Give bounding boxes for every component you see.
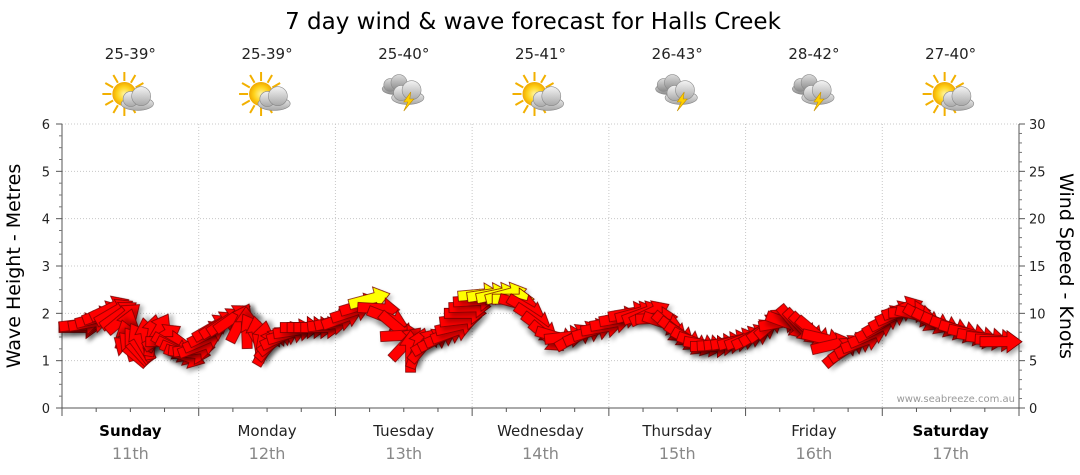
cloud-puff bbox=[131, 86, 151, 106]
y-left-tick-label: 5 bbox=[42, 165, 50, 180]
day-label: Monday bbox=[237, 422, 296, 440]
cloud-puff bbox=[811, 80, 832, 100]
sun-ray bbox=[514, 82, 524, 89]
sun-ray bbox=[104, 82, 114, 89]
temperature-label: 25-39° bbox=[105, 45, 156, 63]
y-right-tick-label: 0 bbox=[1029, 402, 1037, 417]
cloud-puff bbox=[541, 86, 562, 106]
sun-ray bbox=[104, 99, 114, 106]
y-left-tick-label: 4 bbox=[42, 213, 50, 228]
sun-ray bbox=[950, 74, 957, 84]
lightning-bolt bbox=[676, 91, 688, 112]
y-left-tick-label: 1 bbox=[42, 355, 50, 370]
day-label: Thursday bbox=[641, 422, 712, 440]
temperature-label: 25-40° bbox=[378, 45, 429, 63]
cloud-puff bbox=[401, 80, 422, 100]
temperature-label: 25-41° bbox=[515, 45, 566, 63]
temperature-label: 28-42° bbox=[788, 45, 839, 63]
partly-cloudy-sun-icon bbox=[922, 72, 975, 116]
lightning-bolt bbox=[813, 91, 825, 112]
chart-title: 7 day wind & wave forecast for Halls Cre… bbox=[285, 9, 782, 35]
partly-cloudy-sun-icon bbox=[239, 72, 291, 116]
cloud-shape bbox=[531, 86, 564, 111]
partly-cloudy-sun-icon bbox=[512, 72, 564, 116]
temperature-label: 27-40° bbox=[925, 45, 976, 63]
cloud-shape bbox=[120, 86, 154, 111]
date-label: 12th bbox=[249, 444, 286, 463]
thunderstorm-icon bbox=[381, 74, 425, 112]
partly-cloudy-sun-icon bbox=[102, 72, 154, 116]
cloud-puff bbox=[268, 86, 288, 106]
y-right-tick-label: 15 bbox=[1029, 260, 1046, 275]
y-right-axis-title: Wind Speed - Knots bbox=[1055, 173, 1077, 359]
sun-ray bbox=[955, 82, 965, 89]
day-label: Sunday bbox=[99, 422, 162, 440]
date-label: 13th bbox=[385, 444, 422, 463]
credit-watermark: www.seabreeze.com.au bbox=[897, 394, 1015, 405]
sun-ray bbox=[271, 82, 281, 89]
cloud-puff bbox=[675, 80, 695, 100]
y-right-tick-label: 25 bbox=[1029, 165, 1046, 180]
day-label: Tuesday bbox=[372, 422, 434, 440]
sun-ray bbox=[522, 104, 529, 114]
date-label: 14th bbox=[522, 444, 559, 463]
sun-ray bbox=[129, 74, 137, 84]
date-label: 17th bbox=[932, 444, 969, 463]
y-right-tick-label: 30 bbox=[1029, 118, 1046, 133]
y-right-tick-label: 5 bbox=[1029, 355, 1037, 370]
date-label: 15th bbox=[659, 444, 696, 463]
sun-ray bbox=[112, 74, 119, 84]
sun-ray bbox=[135, 82, 144, 89]
temperature-label: 25-39° bbox=[242, 45, 293, 63]
sun-ray bbox=[932, 74, 940, 84]
thunderstorm-icon bbox=[792, 74, 835, 112]
chart-grid bbox=[62, 123, 1019, 408]
date-label: 11th bbox=[112, 444, 149, 463]
sun-rays bbox=[512, 72, 557, 116]
sun-ray bbox=[545, 82, 555, 89]
wind-arrow bbox=[979, 329, 1023, 354]
y-left-tick-label: 2 bbox=[42, 307, 50, 322]
day-label: Friday bbox=[791, 422, 837, 440]
wind-arrows bbox=[58, 281, 1023, 373]
cloud-shape bbox=[941, 86, 975, 111]
sun-ray bbox=[522, 74, 529, 84]
sun-ray bbox=[266, 74, 273, 84]
cloud-shape bbox=[257, 86, 291, 111]
daily-summary-header: 25-39° 25-39° 25-40° 25-41° 26-43° 28-42° 27-4… bbox=[102, 45, 976, 116]
sun-ray bbox=[925, 99, 934, 106]
y-right-tick-label: 10 bbox=[1029, 307, 1046, 322]
sun-ray bbox=[241, 82, 251, 89]
cloud-puff bbox=[951, 86, 972, 106]
sun-ray bbox=[112, 104, 119, 114]
sun-ray bbox=[514, 99, 524, 106]
sun-ray bbox=[932, 104, 940, 114]
chart-axes: 0 1 2 3 4 5 6 0 5 10 15 20 25 30 Sunday 11th Monday 12th T… bbox=[42, 118, 1046, 463]
y-left-tick-label: 3 bbox=[42, 260, 50, 275]
sun-ray bbox=[249, 74, 256, 84]
y-left-tick-label: 0 bbox=[42, 402, 50, 417]
day-label: Saturday bbox=[912, 422, 989, 440]
day-label: Wednesday bbox=[497, 422, 584, 440]
sun-ray bbox=[241, 99, 251, 106]
temperature-label: 26-43° bbox=[652, 45, 703, 63]
date-label: 16th bbox=[796, 444, 833, 463]
y-right-tick-label: 20 bbox=[1029, 213, 1046, 228]
cloud-shape bbox=[664, 80, 698, 105]
y-left-tick-label: 6 bbox=[42, 118, 50, 133]
sun-ray bbox=[925, 82, 934, 89]
sun-ray bbox=[249, 104, 256, 114]
thunderstorm-icon bbox=[655, 74, 698, 112]
y-left-axis-title: Wave Height - Metres bbox=[3, 164, 25, 368]
sun-ray bbox=[540, 74, 547, 84]
lightning-bolt bbox=[403, 91, 415, 112]
